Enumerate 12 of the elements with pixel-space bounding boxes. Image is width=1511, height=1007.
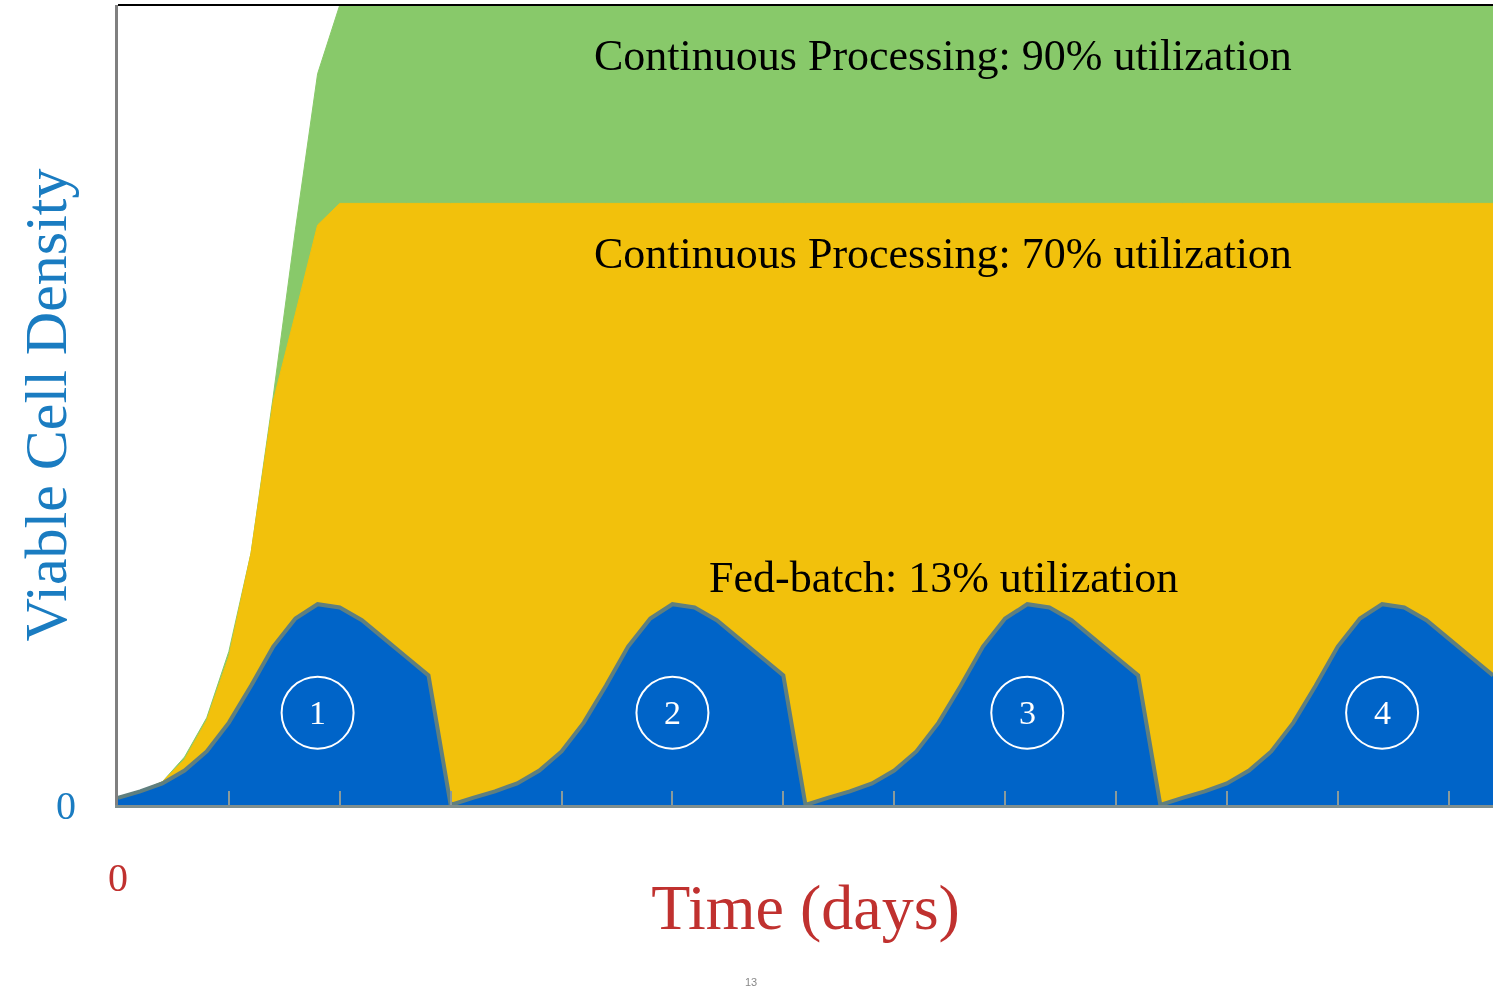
text: 0 — [108, 855, 128, 900]
annotation: 3 — [1019, 694, 1036, 731]
series-label: Continuous Processing: 70% utilization — [594, 229, 1292, 278]
series-label: Fed-batch: 13% utilization — [709, 553, 1179, 602]
series-label: Continuous Processing: 90% utilization — [594, 31, 1292, 80]
annotation: 1 — [309, 694, 326, 731]
x-axis-title: Time (days) — [651, 871, 960, 943]
y-axis-title: Viable Cell Density — [12, 168, 79, 642]
text: 0 — [56, 783, 76, 828]
annotation: 4 — [1374, 694, 1391, 731]
text: 13 — [745, 976, 758, 988]
annotation: 2 — [664, 694, 681, 731]
